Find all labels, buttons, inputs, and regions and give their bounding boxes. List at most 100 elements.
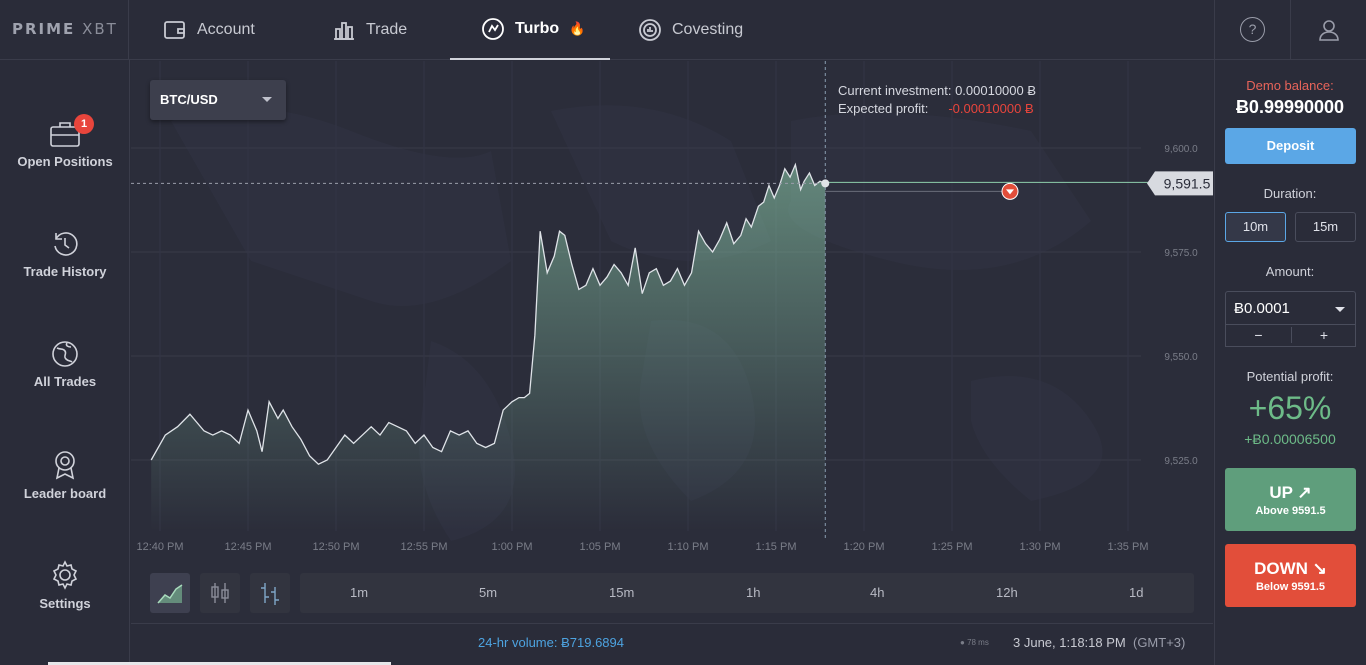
amount-increase-button[interactable]: + <box>1291 327 1356 343</box>
award-icon <box>55 451 75 480</box>
x-tick-label: 1:35 PM <box>1108 541 1149 553</box>
gear-icon <box>52 560 78 590</box>
expected-profit-value: -0.00010000 Ƀ <box>948 101 1034 116</box>
up-button[interactable]: UP ↗ Above 9591.5 <box>1225 468 1356 531</box>
y-tick-label: 9,575.0 <box>1164 248 1198 259</box>
y-tick-label: 9,550.0 <box>1164 352 1198 363</box>
notification-badge: 1 <box>74 114 94 134</box>
nav-trade[interactable]: Trade <box>332 0 407 60</box>
current-investment-label: Current investment: <box>838 83 952 98</box>
nav-covesting-label: Covesting <box>672 21 744 38</box>
ping-indicator: ● 78 ms <box>960 638 989 647</box>
amount-stepper: − + <box>1225 325 1356 347</box>
potential-profit-label: Potential profit: <box>1246 369 1334 384</box>
chart-type-candle-button[interactable] <box>200 573 240 613</box>
down-button-sub: Below 9591.5 <box>1255 581 1326 593</box>
x-tick-label: 1:10 PM <box>668 541 709 553</box>
timeframe-12h[interactable]: 12h <box>996 585 1018 600</box>
sidebar-item-label: All Trades <box>33 374 97 389</box>
divider <box>1290 0 1291 60</box>
x-tick-label: 12:55 PM <box>400 541 447 553</box>
chevron-down-icon <box>262 97 272 102</box>
area-chart-icon <box>157 584 183 604</box>
timeframe-1m[interactable]: 1m <box>350 585 369 600</box>
x-tick-label: 12:40 PM <box>136 541 183 553</box>
timeframe-1d[interactable]: 1d <box>1129 585 1144 600</box>
x-tick-label: 1:15 PM <box>756 541 797 553</box>
y-tick-label: 9,600.0 <box>1164 144 1198 155</box>
bar-chart-icon <box>334 22 354 40</box>
sidebar-item-label: Trade History <box>23 264 107 279</box>
timeframe-4h[interactable]: 4h <box>870 585 885 600</box>
amount-select[interactable]: Ƀ0.0001 <box>1225 291 1356 325</box>
x-tick-label: 1:25 PM <box>932 541 973 553</box>
help-icon[interactable]: ? <box>1240 17 1265 42</box>
sidebar-item-label: Settings <box>39 596 91 611</box>
chart-type-bar-button[interactable] <box>250 573 290 613</box>
down-button[interactable]: DOWN ↘ Below 9591.5 <box>1225 544 1356 607</box>
duration-10m-button[interactable]: 10m <box>1225 212 1286 242</box>
investment-info: Current investment: 0.00010000 Ƀ Expecte… <box>838 82 1036 118</box>
nav-turbo[interactable]: Turbo 🔥 <box>450 0 610 60</box>
wallet-icon <box>164 21 185 39</box>
divider <box>128 0 129 60</box>
timeframe-1h[interactable]: 1h <box>746 585 761 600</box>
turbo-icon <box>482 18 504 40</box>
sidebar-item-open-positions[interactable]: 1 Open Positions <box>0 114 130 169</box>
scrollbar[interactable] <box>48 662 391 665</box>
duration-15m-button[interactable]: 15m <box>1295 212 1356 242</box>
amount-value: Ƀ0.0001 <box>1234 300 1290 317</box>
y-axis: 9,600.0 9,575.0 9,550.0 9,525.0 <box>1164 144 1198 467</box>
x-tick-label: 12:45 PM <box>224 541 271 553</box>
nav-covesting[interactable]: Covesting <box>638 0 743 60</box>
user-icon[interactable] <box>1318 18 1340 42</box>
sidebar-item-label: Open Positions <box>17 154 113 169</box>
expected-profit-label: Expected profit: <box>838 101 929 116</box>
down-arrow-icon <box>1006 189 1014 195</box>
current-investment-value: 0.00010000 Ƀ <box>955 83 1037 98</box>
nav-account[interactable]: Account <box>163 0 255 60</box>
sidebar-item-label: Leader board <box>23 486 107 501</box>
demo-balance-label: Demo balance: <box>1246 78 1334 93</box>
amount-label: Amount: <box>1265 264 1315 279</box>
duration-label: Duration: <box>1263 186 1317 201</box>
chart-area[interactable]: 9,600.0 9,575.0 9,550.0 9,525.0 12:40 PM 12:… <box>131 61 1213 623</box>
sidebar-item-all-trades[interactable]: All Trades <box>0 340 130 389</box>
x-tick-label: 1:05 PM <box>580 541 621 553</box>
price-area <box>151 164 826 531</box>
chart-overlay: 9,591.5 <box>131 61 1213 541</box>
left-sidebar: 1 Open Positions Trade History All Trade… <box>0 60 130 665</box>
timeframe-bar: 1m 5m 15m 1h 4h 12h 1d <box>300 573 1194 613</box>
amount-decrease-button[interactable]: − <box>1254 327 1263 343</box>
down-button-label: DOWN ↘ <box>1254 559 1327 578</box>
sidebar-item-leader-board[interactable]: Leader board <box>0 450 130 501</box>
price-chart[interactable]: 9,600.09,575.09,550.09,525.0 12:40 PM 12:… <box>131 61 1213 623</box>
nav-account-label: Account <box>197 21 255 38</box>
fire-icon: 🔥 <box>569 21 586 36</box>
x-tick-label: 1:20 PM <box>844 541 885 553</box>
potential-profit-amount: +Ƀ0.00006500 <box>1244 431 1336 447</box>
up-button-label: UP ↗ <box>1269 483 1312 502</box>
top-nav-bar: PRIME XBT Account Trade Turbo 🔥 Covestin… <box>0 0 1366 60</box>
divider <box>1214 0 1215 60</box>
chart-type-area-button[interactable] <box>150 573 190 613</box>
current-price-dot <box>821 179 830 188</box>
ohlc-bar-icon <box>261 583 279 605</box>
timeframe-5m[interactable]: 5m <box>479 585 498 600</box>
chevron-down-icon <box>1335 307 1345 312</box>
sidebar-item-settings[interactable]: Settings <box>0 560 130 611</box>
pair-select[interactable]: BTC/USD <box>150 80 286 120</box>
datetime: 3 June, 1:18:18 PM (GMT+3) <box>1013 635 1186 650</box>
potential-profit-percent: +65% <box>1248 390 1332 426</box>
price-line <box>150 162 826 465</box>
volume-24h: 24-hr volume: Ƀ719.6894 <box>478 635 624 650</box>
x-axis: 12:40 PM 12:45 PM 12:50 PM 12:55 PM 1:00 PM 1… <box>136 541 1148 553</box>
deposit-button[interactable]: Deposit <box>1225 128 1356 164</box>
nav-turbo-label: Turbo <box>515 20 560 37</box>
covesting-icon <box>639 19 661 41</box>
timeframe-15m[interactable]: 15m <box>609 585 635 600</box>
x-tick-label: 1:00 PM <box>492 541 533 553</box>
sidebar-item-trade-history[interactable]: Trade History <box>0 230 130 279</box>
logo[interactable]: PRIME XBT <box>12 20 118 38</box>
history-icon <box>54 232 78 256</box>
